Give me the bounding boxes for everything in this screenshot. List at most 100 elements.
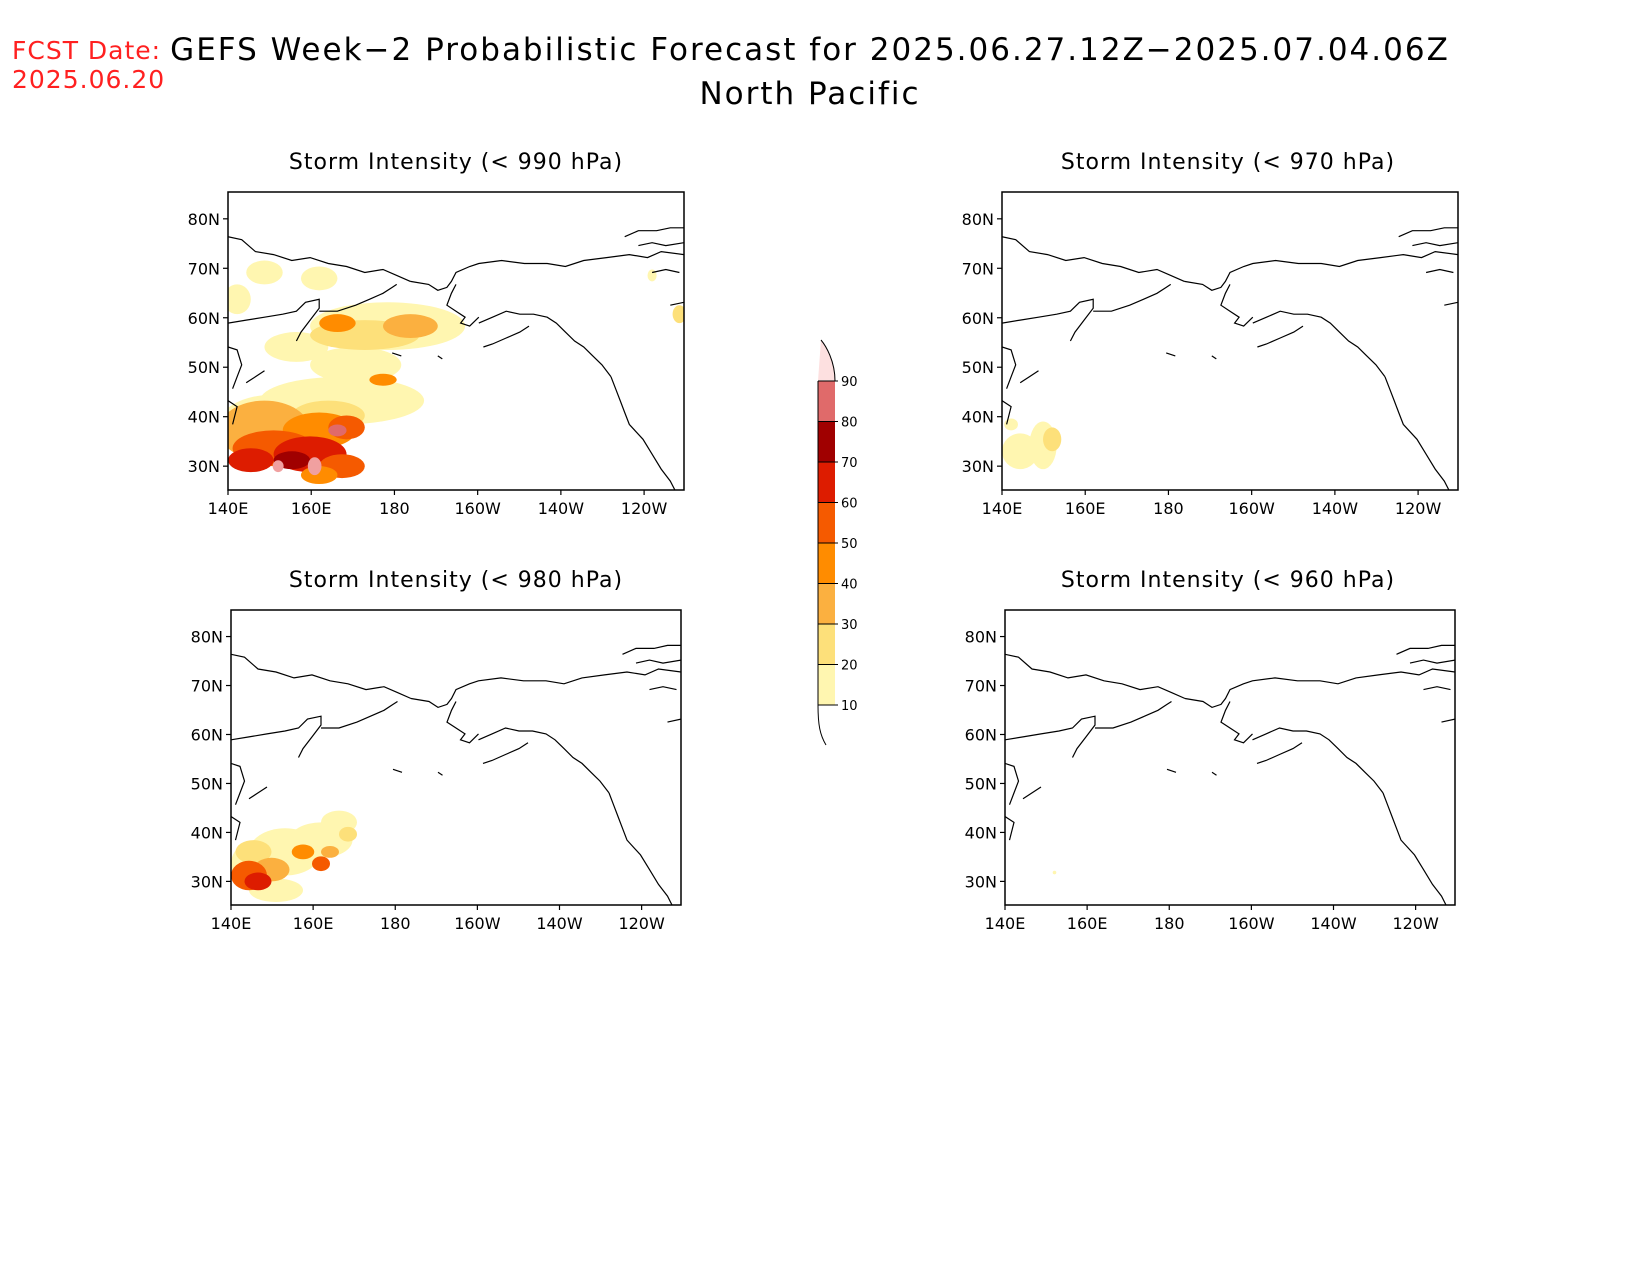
lon-tick-label: 140E xyxy=(982,499,1023,518)
colorbar-top-cap xyxy=(818,339,836,382)
probability-area xyxy=(310,346,402,383)
lon-tick-label: 140W xyxy=(1310,914,1357,933)
panel-title-970: Storm Intensity (< 970 hPa) xyxy=(1060,150,1396,175)
probability-area xyxy=(244,872,272,891)
coastline xyxy=(1425,268,1454,274)
lon-tick-label: 120W xyxy=(1392,914,1439,933)
lat-tick-label: 40N xyxy=(191,823,223,842)
map-frame xyxy=(227,191,685,491)
coastline xyxy=(635,659,681,664)
colorbar-segment xyxy=(818,664,835,705)
panel-title-960: Storm Intensity (< 960 hPa) xyxy=(1060,568,1396,593)
probability-area xyxy=(1052,870,1057,875)
lat-tick-label: 50N xyxy=(188,358,220,377)
probability-area xyxy=(383,314,438,339)
lon-tick-label: 120W xyxy=(618,914,665,933)
coastline xyxy=(1093,283,1172,312)
coastline xyxy=(1005,653,1186,700)
coastline xyxy=(667,718,681,723)
coastline xyxy=(478,310,612,378)
probability-area xyxy=(235,840,272,864)
coastline xyxy=(1382,792,1447,905)
lat-tick-label: 40N xyxy=(188,408,220,427)
lon-tick-label: 140W xyxy=(538,499,585,518)
coastline xyxy=(1022,786,1042,800)
lon-tick-label: 120W xyxy=(621,499,668,518)
coastline xyxy=(1409,659,1455,664)
coastline xyxy=(638,242,684,247)
colorbar-label: 60 xyxy=(841,497,858,512)
coastline xyxy=(1005,762,1020,805)
probability-area xyxy=(264,332,329,362)
coastline xyxy=(437,355,443,360)
coastline xyxy=(446,284,480,327)
probability-area xyxy=(339,826,357,842)
fcst-date-value: 2025.06.20 xyxy=(12,65,166,94)
coastline xyxy=(231,815,241,841)
coastline xyxy=(1412,242,1458,247)
probability-area xyxy=(1043,427,1062,452)
lat-tick-label: 40N xyxy=(965,823,997,842)
probability-area xyxy=(228,284,251,315)
coastline xyxy=(1256,742,1303,764)
probability-area xyxy=(672,305,684,324)
coastline xyxy=(231,653,412,700)
coastline xyxy=(1220,701,1253,744)
lon-tick-label: 160W xyxy=(454,914,501,933)
coastline xyxy=(1002,400,1012,425)
coastline xyxy=(1211,771,1217,776)
coastline xyxy=(649,686,677,691)
colorbar-segment xyxy=(818,502,835,543)
lon-tick-label: 180 xyxy=(1153,499,1184,518)
page-title: GEFS Week−2 Probabilistic Forecast for 2… xyxy=(170,32,1450,68)
probability-area xyxy=(1002,433,1039,470)
coastline xyxy=(231,762,246,805)
coastline xyxy=(478,727,610,794)
probability-area xyxy=(272,460,284,473)
colorbar-label: 90 xyxy=(841,375,858,390)
colorbar-label: 70 xyxy=(841,456,858,471)
lat-tick-label: 40N xyxy=(962,408,994,427)
map-frame xyxy=(230,609,682,906)
coastline xyxy=(1257,325,1304,348)
coastline xyxy=(228,298,320,342)
lon-tick-label: 140W xyxy=(1312,499,1359,518)
lon-tick-label: 160E xyxy=(291,499,332,518)
lat-tick-label: 50N xyxy=(965,774,997,793)
coastline xyxy=(228,346,243,389)
lat-tick-label: 80N xyxy=(965,628,997,647)
lon-tick-label: 120W xyxy=(1395,499,1442,518)
lat-tick-label: 60N xyxy=(965,725,997,744)
lat-tick-label: 50N xyxy=(191,774,223,793)
coastline xyxy=(651,268,680,274)
lat-tick-label: 70N xyxy=(965,677,997,696)
colorbar-bottom-cap xyxy=(817,704,827,746)
coastline xyxy=(245,370,265,384)
probability-area xyxy=(300,266,338,291)
coastline xyxy=(1220,284,1254,327)
coastline xyxy=(321,700,398,729)
page-subtitle: North Pacific xyxy=(699,76,921,112)
probability-area xyxy=(228,448,274,473)
lon-tick-label: 160W xyxy=(454,499,501,518)
coastline xyxy=(1441,718,1455,723)
colorbar-segment xyxy=(818,543,835,584)
map-frame xyxy=(1001,191,1459,491)
lat-tick-label: 80N xyxy=(188,210,220,229)
lat-tick-label: 70N xyxy=(188,259,220,278)
fcst-date-label: FCST Date: xyxy=(12,36,162,65)
lat-tick-label: 30N xyxy=(188,457,220,476)
coastline xyxy=(608,792,673,905)
coastline xyxy=(1184,250,1458,291)
panel-title-980: Storm Intensity (< 980 hPa) xyxy=(288,568,624,593)
coastline xyxy=(483,325,530,348)
lon-tick-label: 160W xyxy=(1228,914,1275,933)
probability-area xyxy=(319,314,356,333)
colorbar-segment xyxy=(818,421,835,462)
lon-tick-label: 160E xyxy=(293,914,334,933)
probability-area xyxy=(312,856,330,872)
probability-area xyxy=(246,260,283,285)
